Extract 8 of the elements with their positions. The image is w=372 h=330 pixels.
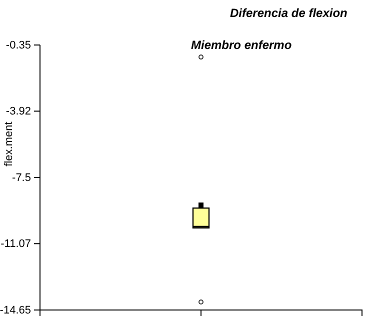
y-tick-label: -3.92 [6, 106, 31, 118]
y-axis-title: flex.ment [3, 122, 15, 166]
y-tick-label: -11.07 [0, 238, 31, 250]
y-tick-label: -7.5 [12, 172, 31, 184]
chart-title: Diferencia de flexion [230, 6, 348, 20]
y-tick-label: -0.35 [6, 40, 31, 52]
chart-subtitle: Miembro enfermo [191, 38, 292, 52]
y-tick-label: -14.65 [0, 304, 31, 317]
